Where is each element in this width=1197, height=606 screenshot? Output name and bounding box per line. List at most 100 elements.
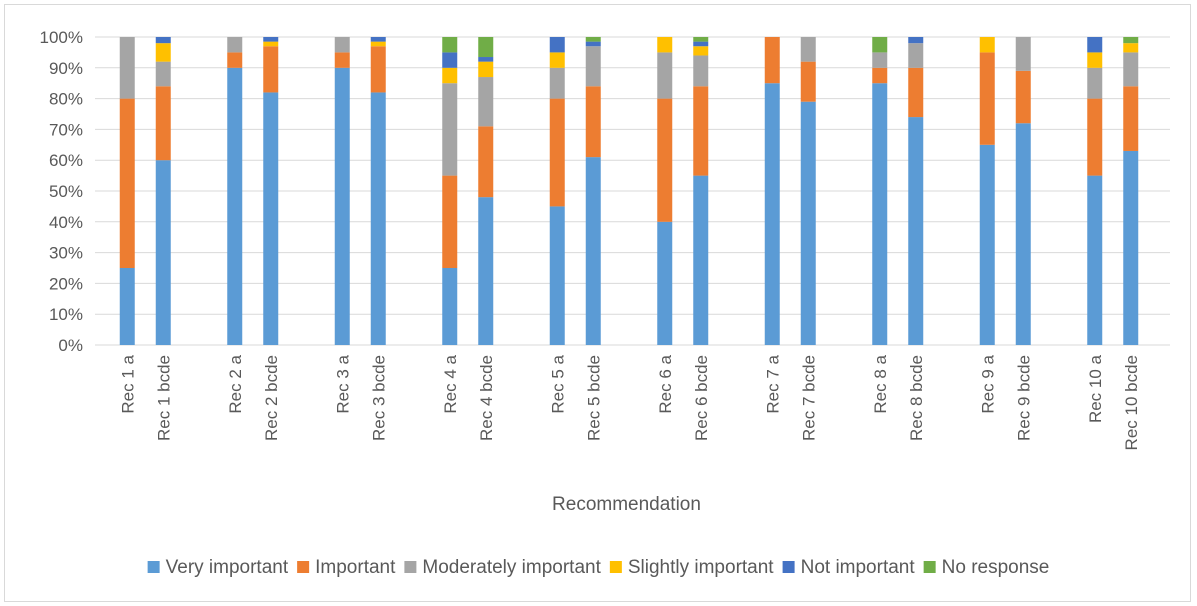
bar-segment [334, 37, 350, 53]
bar-segment [263, 92, 279, 345]
bar-segment [1087, 175, 1103, 345]
bar-segment [1123, 52, 1139, 87]
bar-segment [872, 37, 888, 53]
bar-segment [585, 37, 601, 42]
y-tick-label: 0% [58, 336, 83, 355]
bar-segment [155, 37, 171, 44]
bar-segment [155, 43, 171, 62]
bar-segment [370, 37, 386, 42]
legend-swatch [297, 561, 310, 573]
bar-segment [585, 157, 601, 345]
y-axis-ticks: 0% 10% 20% 30% 40% 50% 60% 70% 80% 90% 100% [40, 28, 83, 355]
x-tick-label: Rec 4 bcde [477, 355, 496, 441]
bar-segment [549, 52, 565, 68]
bar-segment [334, 67, 350, 346]
x-tick-label: Rec 8 a [871, 354, 890, 413]
bar-segment [693, 175, 709, 345]
bar-segment [478, 57, 494, 62]
bar-segment [263, 37, 279, 42]
bar-segment [585, 46, 601, 87]
bar-segment [657, 221, 673, 345]
bar-segment [442, 67, 458, 84]
x-tick-label: Rec 3 a [333, 354, 352, 413]
bar-segment [800, 101, 816, 346]
y-tick-label: 100% [40, 28, 83, 47]
bar-segment [442, 52, 458, 68]
bar-segment [549, 98, 565, 207]
bar-segment [442, 37, 458, 53]
legend-swatch [609, 561, 622, 573]
bar-segment [693, 41, 709, 47]
x-tick-label: Rec 1 bcde [154, 355, 173, 441]
bar-segment [908, 67, 924, 118]
bar-segment [657, 52, 673, 99]
bar-segment [370, 41, 386, 47]
x-tick-label: Rec 8 bcde [907, 355, 926, 441]
legend-label: Very important [166, 557, 289, 578]
bar-segment [657, 37, 673, 53]
bar-segment [155, 86, 171, 161]
x-tick-label: Rec 2 bcde [262, 355, 281, 441]
y-tick-label: 60% [49, 151, 83, 170]
bar-segment [1123, 37, 1139, 44]
bar-segment [585, 86, 601, 158]
bar-segment [764, 83, 780, 345]
bar-segment [227, 37, 243, 53]
bar-segment [800, 61, 816, 102]
bar-segment [979, 52, 995, 145]
bar-segment [872, 83, 888, 345]
x-tick-label: Rec 9 bcde [1014, 355, 1033, 441]
x-axis-ticks: Rec 1 a Rec 1 bcde Rec 2 a Rec 2 bcde Rec 3 … [118, 354, 1141, 450]
x-tick-label: Rec 1 a [118, 354, 137, 413]
x-tick-label: Rec 10 bcde [1122, 355, 1141, 450]
y-tick-label: 80% [49, 90, 83, 109]
bar-segment [478, 77, 494, 127]
bar-segment [119, 98, 135, 268]
bar-segment [442, 175, 458, 268]
y-tick-label: 90% [49, 59, 83, 78]
bar-segment [872, 52, 888, 68]
x-tick-label: Rec 4 a [441, 354, 460, 413]
bar-segment [334, 52, 350, 68]
bar-segment [1015, 37, 1031, 71]
bar-segment [1087, 67, 1103, 99]
legend-label: Not important [801, 557, 916, 578]
legend-swatch [404, 561, 417, 573]
bar-segment [1123, 150, 1139, 345]
bar-segment [263, 46, 279, 93]
bar-segment [1015, 70, 1031, 124]
bars [119, 37, 1139, 346]
y-tick-label: 40% [49, 213, 83, 232]
y-tick-label: 70% [49, 120, 83, 139]
bar-segment [155, 61, 171, 87]
legend-label: Important [315, 557, 396, 578]
x-tick-label: Rec 6 bcde [692, 355, 711, 441]
y-tick-label: 10% [49, 305, 83, 324]
y-tick-label: 20% [49, 274, 83, 293]
bar-segment [908, 117, 924, 345]
x-tick-label: Rec 7 bcde [799, 355, 818, 441]
bar-segment [442, 268, 458, 345]
bar-segment [549, 67, 565, 99]
bar-segment [119, 37, 135, 99]
chart-frame: 0% 10% 20% 30% 40% 50% 60% 70% 80% 90% 100% Rec 1 … [4, 4, 1191, 602]
legend-swatch [782, 561, 795, 573]
bar-segment [478, 197, 494, 345]
legend-label: No response [942, 557, 1050, 578]
bar-segment [1123, 43, 1139, 53]
stacked-bar-chart: 0% 10% 20% 30% 40% 50% 60% 70% 80% 90% 100% Rec 1 … [40, 28, 1170, 578]
bar-segment [764, 37, 780, 84]
bar-segment [227, 67, 243, 346]
bar-segment [979, 144, 995, 345]
bar-segment [908, 43, 924, 68]
x-tick-label: Rec 9 a [978, 354, 997, 413]
bar-segment [872, 67, 888, 84]
legend: Very important Important Moderately import… [147, 557, 1050, 578]
bar-segment [1087, 37, 1103, 53]
y-tick-label: 30% [49, 244, 83, 263]
bar-segment [478, 126, 494, 198]
legend-swatch [923, 561, 936, 573]
bar-segment [478, 37, 494, 58]
bar-segment [979, 37, 995, 53]
bar-segment [155, 160, 171, 345]
